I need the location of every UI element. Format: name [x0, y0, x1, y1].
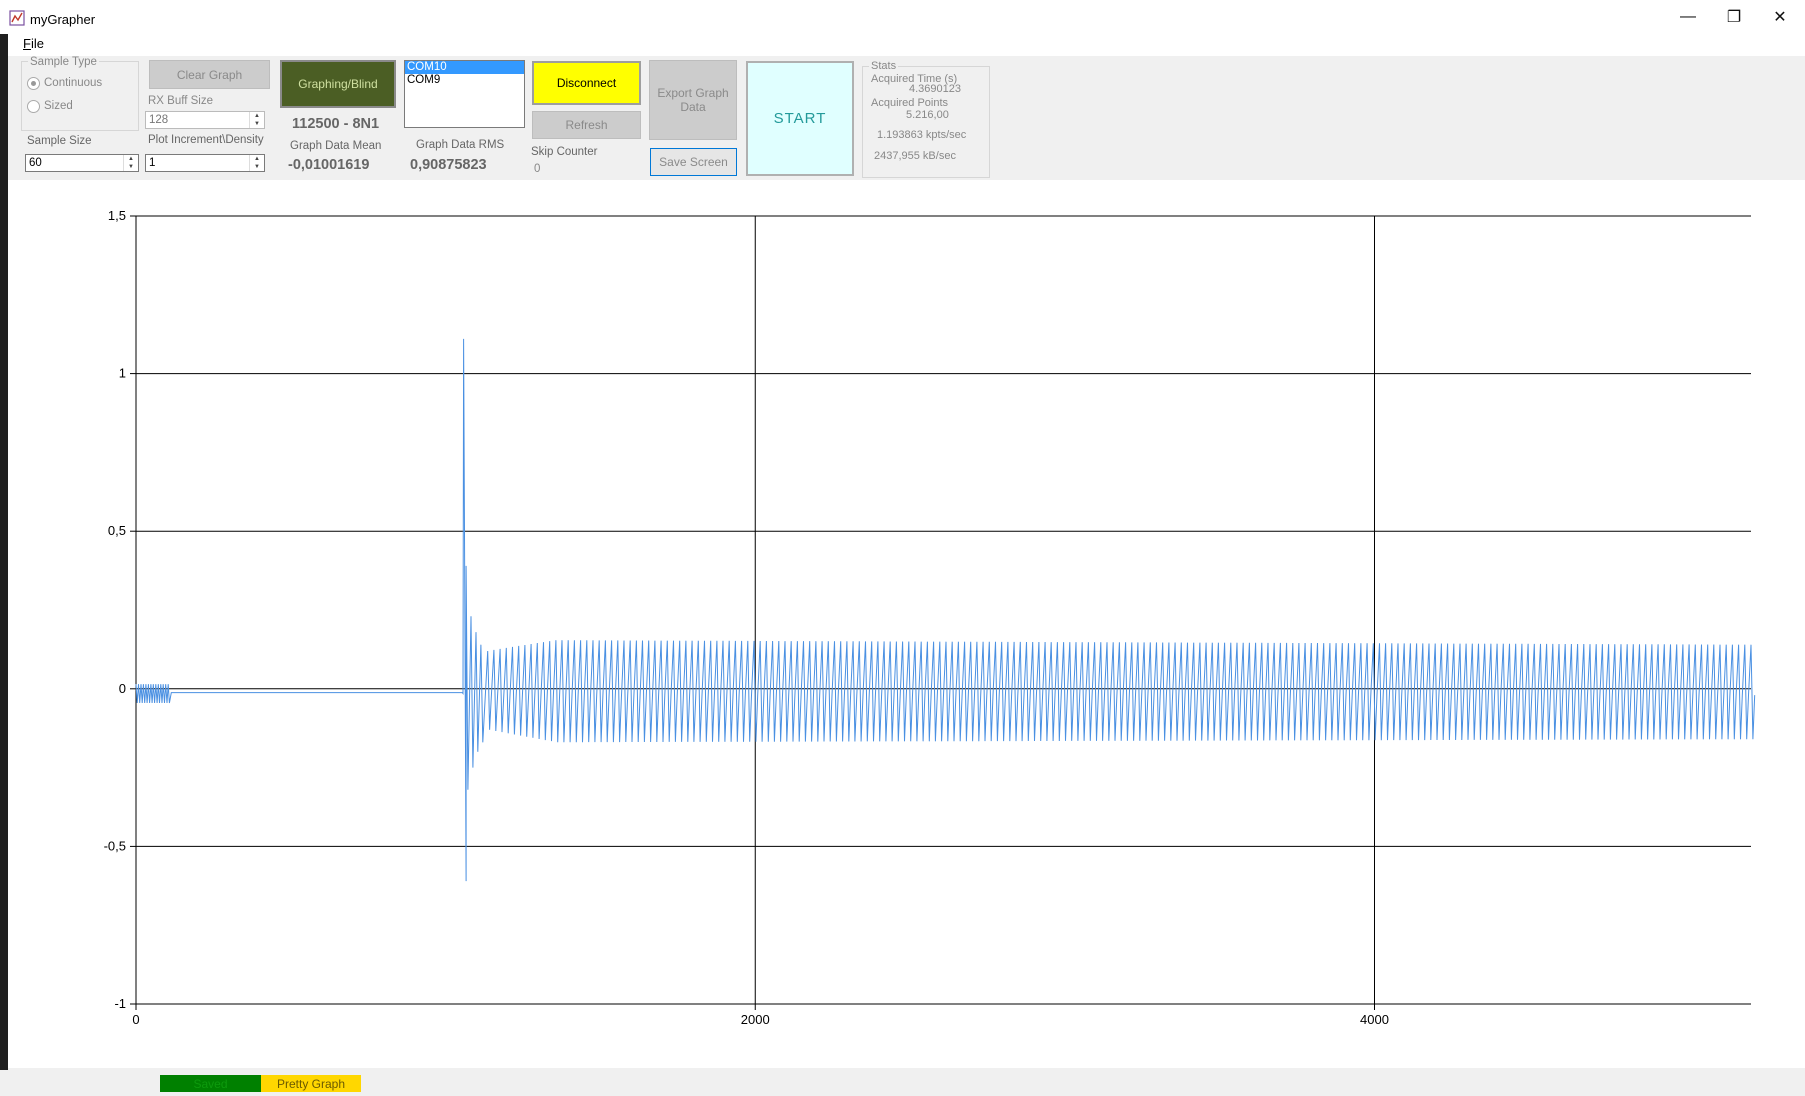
- mean-value: -0,01001619: [288, 157, 370, 173]
- serial-config: 112500 - 8N1: [292, 116, 380, 132]
- stepper-arrows-icon[interactable]: ▲ ▼: [249, 155, 264, 171]
- rms-value: 0,90875823: [410, 157, 487, 173]
- sample-type-legend: Sample Type: [28, 56, 99, 68]
- continuous-radio[interactable]: [27, 77, 40, 90]
- sized-radio[interactable]: [27, 100, 40, 113]
- sample-size-stepper[interactable]: 60 ▲ ▼: [25, 154, 139, 172]
- left-edge: [0, 34, 8, 1096]
- kpts-rate: 1.193863 kpts/sec: [877, 129, 967, 141]
- chart-grid: [135, 215, 1751, 1005]
- plot-increment-value: 1: [149, 157, 156, 169]
- com-port-item[interactable]: COM10: [405, 61, 524, 74]
- pretty-graph-status: Pretty Graph: [261, 1075, 361, 1092]
- y-tick-label: 1,5: [108, 208, 126, 223]
- app-icon: [9, 10, 25, 26]
- export-line-2: Data: [680, 100, 706, 114]
- rx-buff-label: RX Buff Size: [148, 95, 213, 107]
- stats-group: [862, 66, 990, 178]
- export-graph-data-button[interactable]: Export Graph Data: [649, 60, 737, 140]
- continuous-label: Continuous: [44, 77, 103, 89]
- export-line-1: Export Graph: [657, 86, 729, 100]
- title-bar: [0, 0, 1805, 34]
- rx-buff-stepper[interactable]: 128 ▲ ▼: [145, 111, 265, 129]
- chart-area: -1 -0,5 0 0,5 1 1,5 0 2000 4000: [8, 180, 1805, 1068]
- saved-status: Saved: [160, 1075, 261, 1092]
- stepper-arrows-icon[interactable]: ▲ ▼: [123, 155, 138, 171]
- series-line: [135, 338, 1756, 882]
- chart-background: [8, 180, 1805, 1068]
- acquired-points-label: Acquired Points: [871, 97, 949, 109]
- minimize-button[interactable]: —: [1680, 8, 1696, 25]
- start-button[interactable]: START: [746, 61, 854, 176]
- menu-file-mnemonic: F: [23, 36, 31, 51]
- x-tick-label: 2000: [741, 1012, 770, 1027]
- y-tick-label: 0: [119, 681, 126, 696]
- menu-file-label: ile: [30, 36, 44, 51]
- restore-button[interactable]: ❐: [1726, 9, 1742, 26]
- menu-bar: [0, 34, 1805, 56]
- plot-increment-label: Plot Increment\Density: [148, 134, 264, 146]
- sized-label: Sized: [44, 100, 73, 112]
- x-tick-label: 4000: [1360, 1012, 1389, 1027]
- y-tick-label: -1: [114, 996, 126, 1011]
- y-tick-label: 0,5: [108, 523, 126, 538]
- skip-counter-label: Skip Counter: [531, 146, 598, 158]
- mean-label: Graph Data Mean: [290, 140, 382, 152]
- acquired-time-value: 4.3690123: [909, 83, 961, 95]
- skip-counter-value: 0: [534, 163, 541, 175]
- com-port-item[interactable]: COM9: [407, 74, 441, 86]
- y-tick-label: 1: [119, 366, 126, 381]
- stats-legend: Stats: [869, 60, 899, 72]
- graphing-blind-button[interactable]: Graphing/Blind: [280, 60, 396, 108]
- acquired-time-label: Acquired Time (s): [871, 73, 958, 85]
- chart-ticks: -1 -0,5 0 0,5 1 1,5 0 2000 4000: [104, 208, 1389, 1027]
- sample-type-group: [21, 61, 139, 131]
- close-button[interactable]: ✕: [1773, 9, 1787, 26]
- kbs-rate: 2437,955 kB/sec: [874, 150, 956, 162]
- y-tick-label: -0,5: [104, 838, 126, 853]
- clear-graph-button[interactable]: Clear Graph: [149, 60, 270, 89]
- x-tick-label: 0: [132, 1012, 139, 1027]
- disconnect-button[interactable]: Disconnect: [532, 61, 641, 105]
- stepper-arrows-icon[interactable]: ▲ ▼: [249, 112, 264, 128]
- menu-file[interactable]: File: [23, 36, 44, 51]
- window-title: myGrapher: [30, 12, 96, 27]
- rms-label: Graph Data RMS: [416, 139, 505, 151]
- com-port-list[interactable]: COM10 COM9: [404, 60, 525, 128]
- plot-increment-stepper[interactable]: 1 ▲ ▼: [145, 154, 265, 172]
- refresh-button[interactable]: Refresh: [532, 111, 641, 139]
- rx-buff-value: 128: [149, 114, 169, 126]
- sample-size-value: 60: [29, 157, 42, 169]
- sample-size-label: Sample Size: [27, 135, 92, 147]
- save-screen-button[interactable]: Save Screen: [650, 148, 737, 176]
- acquired-points-value: 5.216,00: [906, 109, 949, 121]
